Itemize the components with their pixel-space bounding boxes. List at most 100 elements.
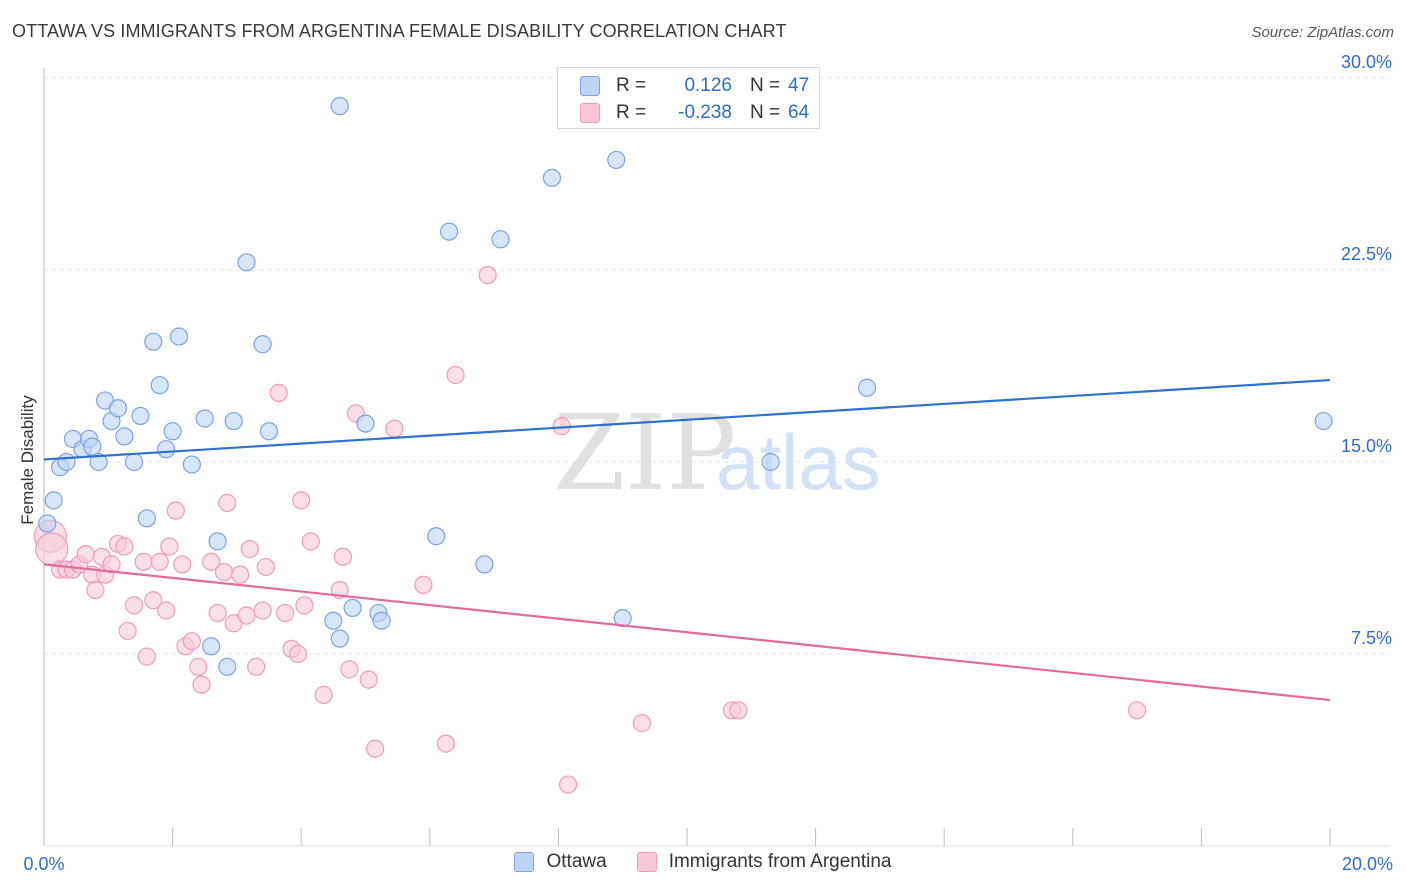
- argentina-point: [288, 644, 308, 664]
- argentina-point: [314, 685, 333, 705]
- argentina-point: [192, 675, 211, 694]
- argentina-point: [292, 491, 311, 510]
- argentina-point: [214, 562, 234, 582]
- argentina-point: [157, 601, 176, 620]
- argentina-point: [35, 532, 69, 566]
- ottawa-point: [343, 598, 362, 618]
- ottawa-point: [195, 409, 214, 428]
- x-tick-label: 0.0%: [23, 854, 64, 874]
- argentina-point: [256, 557, 275, 577]
- argentina-point: [632, 714, 652, 733]
- watermark-zip: ZIP: [553, 392, 736, 514]
- r-label: R =: [616, 75, 647, 96]
- ottawa-point: [144, 332, 163, 351]
- ottawa-point: [491, 230, 510, 249]
- grid-layer: [44, 77, 1390, 655]
- ottawa-point: [607, 150, 626, 170]
- legend-row-argentina: R = -0.238 N = 64: [580, 101, 809, 125]
- argentina-point: [385, 419, 404, 438]
- watermark: ZIP atlas: [553, 392, 881, 514]
- axis-layer: [43, 68, 1390, 847]
- ottawa-point: [131, 406, 150, 426]
- ottawa-point: [38, 514, 57, 533]
- argentina-point: [359, 670, 378, 689]
- argentina-point: [150, 552, 169, 571]
- series-legend: Ottawa Immigrants from Argentina: [0, 851, 1406, 873]
- ottawa-point: [439, 222, 459, 241]
- n-label: N =: [750, 75, 781, 96]
- ottawa-point: [137, 509, 156, 528]
- chart-title: OTTAWA VS IMMIGRANTS FROM ARGENTINA FEMA…: [12, 21, 787, 41]
- y-tick-label: 15.0%: [1341, 436, 1392, 456]
- argentina-point: [189, 657, 208, 676]
- ottawa-point: [124, 452, 144, 472]
- ottawa-point: [330, 629, 349, 648]
- ottawa-point: [218, 657, 237, 676]
- argentina-points: [33, 266, 1147, 794]
- argentina-legend-label: Immigrants from Argentina: [668, 851, 892, 872]
- argentina-n-value: 64: [788, 102, 810, 123]
- ottawa-point: [169, 327, 189, 346]
- argentina-point: [118, 621, 137, 641]
- ottawa-point: [330, 97, 349, 116]
- ottawa-swatch: [580, 76, 600, 96]
- argentina-point: [240, 539, 259, 559]
- argentina-point: [333, 547, 353, 566]
- ottawa-point: [372, 611, 391, 630]
- y-tick-label: 30.0%: [1341, 52, 1392, 72]
- tick-label-layer: 7.5% 15.0% 22.5% 30.0% 0.0% 20.0%: [23, 52, 1393, 874]
- argentina-point: [208, 603, 227, 623]
- argentina-point: [173, 555, 192, 574]
- ottawa-trend-line: [43, 378, 1331, 461]
- argentina-point: [124, 596, 144, 615]
- trend-layer: [43, 378, 1331, 702]
- argentina-point: [269, 383, 288, 402]
- argentina-point: [340, 660, 359, 679]
- n-label: N =: [750, 102, 781, 123]
- ottawa-point: [427, 527, 446, 546]
- ottawa-point: [542, 168, 562, 187]
- argentina-point: [414, 575, 433, 594]
- argentina-legend-swatch: [636, 852, 657, 872]
- ottawa-n-value: 47: [788, 75, 810, 96]
- ottawa-point: [259, 422, 279, 441]
- argentina-point: [231, 565, 250, 584]
- y-tick-label: 22.5%: [1341, 244, 1392, 264]
- ottawa-point: [89, 452, 108, 472]
- argentina-point: [166, 501, 185, 520]
- ottawa-point: [208, 532, 227, 551]
- r-label: R =: [616, 102, 647, 123]
- argentina-point: [366, 739, 385, 758]
- argentina-point: [202, 552, 221, 571]
- argentina-point: [102, 555, 121, 574]
- stats-legend: R = 0.126 N = 47 R = -0.238 N = 64: [557, 67, 820, 129]
- ottawa-point: [253, 335, 272, 354]
- argentina-point: [729, 701, 748, 720]
- argentina-point: [276, 603, 295, 623]
- ottawa-point: [613, 609, 632, 628]
- ottawa-point: [324, 611, 343, 630]
- ottawa-point: [237, 253, 256, 272]
- legend-item-argentina[interactable]: Immigrants from Argentina: [636, 851, 892, 873]
- y-axis-label: Female Disability: [18, 395, 37, 525]
- argentina-point: [558, 775, 578, 794]
- ottawa-legend-label: Ottawa: [546, 851, 607, 872]
- ottawa-point: [83, 437, 102, 456]
- ottawa-point: [115, 427, 134, 446]
- argentina-point: [1127, 701, 1147, 720]
- ottawa-point: [857, 378, 877, 397]
- argentina-point: [478, 266, 497, 285]
- ottawa-point: [356, 414, 375, 433]
- ottawa-legend-swatch: [514, 852, 535, 872]
- ottawa-point: [224, 411, 243, 431]
- x-tick-label: 20.0%: [1342, 854, 1393, 874]
- ottawa-point: [182, 455, 201, 474]
- argentina-point: [253, 601, 272, 620]
- argentina-point: [182, 632, 201, 651]
- argentina-point: [301, 532, 320, 551]
- argentina-point: [247, 657, 266, 676]
- argentina-point: [446, 365, 465, 385]
- legend-item-ottawa[interactable]: Ottawa: [514, 851, 607, 873]
- ottawa-point: [108, 399, 128, 418]
- argentina-point: [160, 537, 179, 556]
